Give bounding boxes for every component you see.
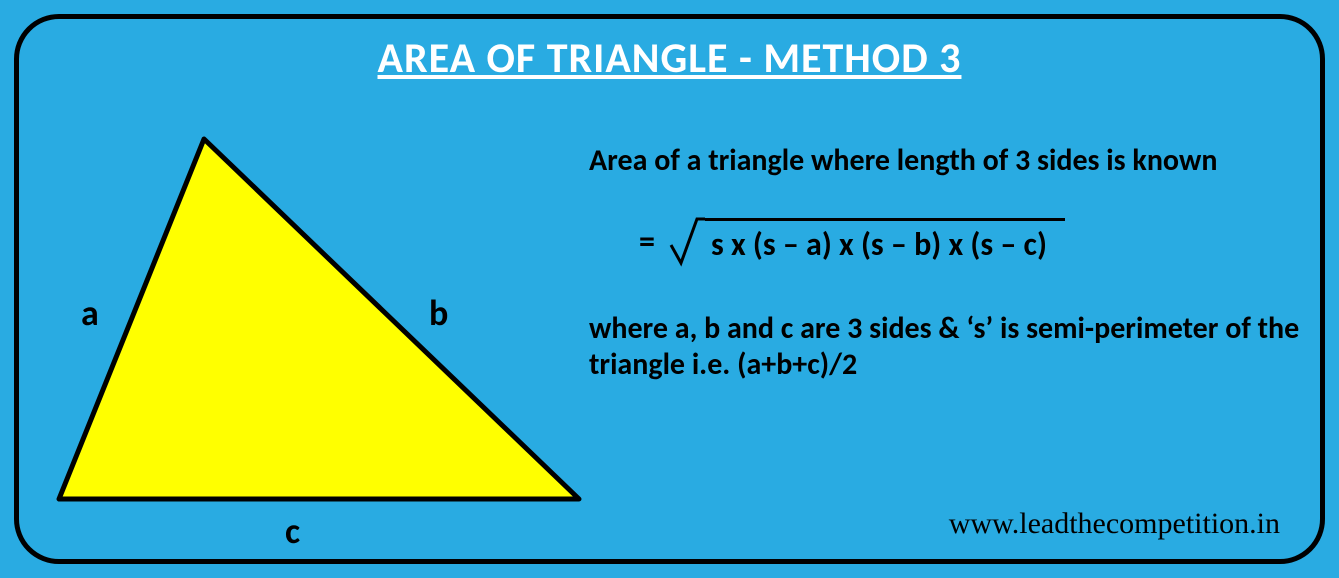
radical-icon	[669, 215, 705, 267]
triangle-diagram: a b c	[49, 129, 589, 529]
info-card: AREA OF TRIANGLE - METHOD 3 a b c Area o…	[14, 14, 1325, 564]
side-label-b: b	[429, 291, 448, 335]
content-block: Area of a triangle where length of 3 sid…	[589, 144, 1329, 383]
triangle-polygon	[59, 139, 579, 499]
side-label-a: a	[81, 291, 99, 335]
card-title: AREA OF TRIANGLE - METHOD 3	[19, 33, 1320, 84]
footer-credit: www.leadthecompetition.in	[949, 507, 1280, 541]
square-root: s x (s – a) x (s – b) x (s – c)	[669, 215, 1065, 267]
side-label-c: c	[285, 509, 300, 553]
explanation-text: where a, b and c are 3 sides & ‘s’ is se…	[589, 311, 1329, 383]
equals-sign: =	[639, 222, 655, 261]
intro-text: Area of a triangle where length of 3 sid…	[589, 144, 1329, 177]
formula-row: = s x (s – a) x (s – b) x (s – c)	[589, 215, 1329, 267]
triangle-shape	[49, 129, 589, 529]
radicand-text: s x (s – a) x (s – b) x (s – c)	[705, 218, 1065, 264]
canvas: AREA OF TRIANGLE - METHOD 3 a b c Area o…	[0, 0, 1339, 578]
